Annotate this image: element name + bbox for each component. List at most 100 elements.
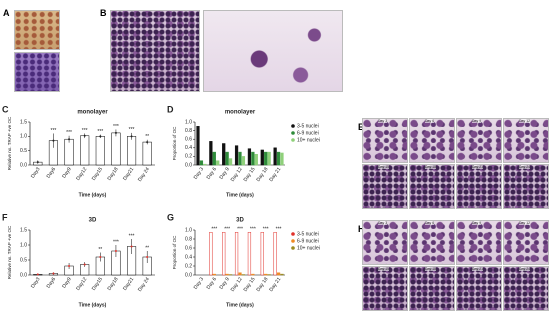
y-axis-label: Relative no. TRAP +ve OC	[7, 116, 12, 170]
legend-swatch	[291, 246, 295, 250]
day-label: Day 9	[472, 119, 482, 123]
bar	[238, 272, 242, 276]
point	[114, 250, 117, 252]
day-label: Day 9	[472, 221, 482, 225]
bar	[222, 143, 226, 166]
significance-label: ***	[129, 233, 135, 239]
micrograph	[409, 220, 455, 265]
x-tick-label: Day 9	[218, 276, 231, 290]
day-label: Day 18	[425, 267, 437, 271]
legend-swatch	[291, 232, 295, 236]
significance-label: ***	[224, 227, 230, 233]
point	[36, 161, 39, 164]
bar	[276, 272, 281, 276]
legend-label: 10+ nuclei	[297, 137, 320, 143]
micrograph	[503, 220, 549, 265]
legend-label: 3-5 nuclei	[297, 123, 319, 129]
micrograph	[362, 164, 408, 209]
significance-label: ***	[97, 129, 103, 135]
panel-label: C	[2, 104, 9, 114]
micrograph	[362, 118, 408, 163]
x-tick-label: Day 12	[230, 276, 244, 293]
bar	[273, 147, 277, 166]
bar	[238, 151, 242, 166]
legend-label: 6-9 nuclei	[297, 238, 319, 244]
legend-swatch	[291, 239, 295, 243]
x-axis-label: Time (days)	[226, 302, 254, 308]
significance-label: ***	[51, 128, 57, 134]
y-tick-label: 0.8	[185, 236, 192, 242]
x-tick-label: Day 18	[255, 166, 269, 183]
day-label: Day 15	[378, 165, 390, 169]
bar	[247, 148, 252, 166]
legend-swatch	[291, 131, 295, 135]
bar	[260, 232, 264, 276]
bar	[276, 151, 281, 166]
bar	[273, 232, 277, 276]
y-tick-label: 0.5	[20, 148, 27, 154]
x-tick-label: Day 15	[243, 276, 257, 293]
bar	[212, 273, 216, 276]
y-tick-label: 1.0	[185, 119, 192, 125]
bar	[280, 152, 284, 166]
x-tick-label: Day12	[75, 166, 88, 181]
point	[68, 265, 71, 267]
significance-label: ***	[250, 227, 256, 233]
x-tick-label: Day 9	[218, 166, 231, 180]
significance-label: **	[145, 245, 149, 251]
day-label: Day 24	[519, 267, 531, 271]
x-tick-label: Day 6	[206, 276, 219, 290]
significance-label: ***	[66, 130, 72, 136]
bar	[111, 132, 121, 166]
day-label: Day 6	[425, 119, 435, 123]
y-tick-label: 0.4	[185, 254, 192, 260]
x-tick-label: Day 15	[243, 166, 257, 183]
x-tick-label: Day 21	[268, 166, 282, 183]
bar	[267, 151, 271, 166]
x-tick-label: Day 18	[255, 276, 269, 293]
micrograph-zoom	[203, 10, 343, 92]
point	[130, 135, 133, 138]
bar	[212, 151, 216, 166]
bar	[80, 135, 90, 166]
significance-label: ***	[276, 227, 282, 233]
y-tick-label: 1.5	[20, 119, 27, 125]
panel-label: E	[358, 122, 365, 132]
significance-label: ***	[113, 124, 119, 130]
x-axis-label: Time (days)	[79, 302, 107, 308]
bar	[264, 273, 268, 276]
y-axis-label: Relative no. TRAP +ve OC	[7, 225, 12, 279]
legend-label: 6-9 nuclei	[297, 130, 319, 136]
y-axis-label: Proportion of OC	[172, 235, 177, 270]
y-tick-label: 1.0	[20, 242, 27, 248]
legend-swatch	[291, 138, 295, 142]
chart-title: monolayer	[225, 110, 256, 116]
y-tick-label: 0.2	[185, 263, 192, 269]
micrograph	[456, 266, 502, 311]
significance-label: ***	[237, 227, 243, 233]
micrograph	[456, 164, 502, 209]
bar	[209, 141, 213, 166]
micrograph	[409, 266, 455, 311]
y-tick-label: 0.0	[20, 272, 27, 278]
bar	[225, 273, 229, 276]
panel-label: H	[358, 224, 365, 234]
y-tick-label: 0.0	[20, 162, 27, 168]
micrograph	[362, 220, 408, 265]
bar	[241, 156, 246, 166]
point	[52, 272, 55, 275]
point	[68, 138, 71, 141]
x-tick-label: Day 21	[268, 276, 282, 293]
significance-label: ***	[129, 127, 135, 133]
day-label: Day 12	[519, 221, 531, 225]
legend-label: 10+ nuclei	[297, 245, 320, 251]
y-tick-label: 1.0	[20, 134, 27, 140]
point	[52, 139, 55, 142]
bar	[228, 158, 233, 166]
bar	[280, 273, 284, 276]
day-label: Day 18	[425, 165, 437, 169]
day-label: Day 15	[378, 267, 390, 271]
x-tick-label: Day6	[46, 166, 58, 179]
micrograph	[503, 118, 549, 163]
